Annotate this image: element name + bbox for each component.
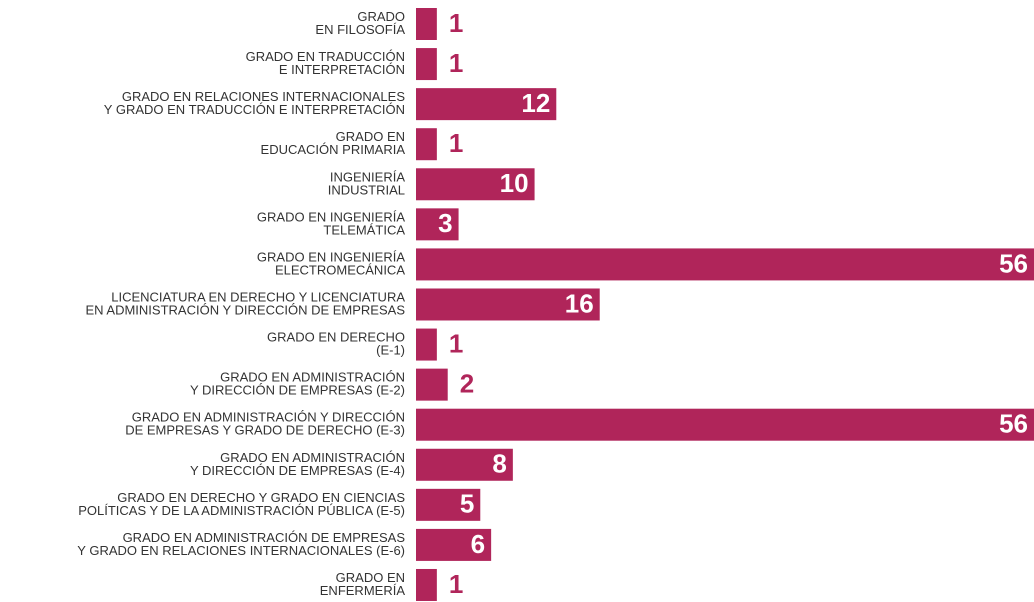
category-label: Y GRADO EN RELACIONES INTERNACIONALES (E… — [77, 543, 405, 558]
bar — [416, 328, 437, 361]
category-label: INDUSTRIAL — [328, 182, 405, 197]
category-label: POLÍTICAS Y DE LA ADMINISTRACIÓN PÚBLICA… — [78, 503, 405, 518]
value-label: 12 — [521, 88, 550, 118]
bar — [416, 408, 1034, 441]
category-label: EN FILOSOFÍA — [315, 22, 405, 37]
category-label: GRADO EN ADMINISTRACIÓN — [220, 370, 405, 385]
category-label: E INTERPRETACIÓN — [279, 62, 405, 77]
value-label: 8 — [492, 449, 506, 479]
bar — [416, 528, 492, 561]
category-label: Y DIRECCIÓN DE EMPRESAS (E-2) — [190, 383, 405, 398]
category-label: GRADO EN DERECHO Y GRADO EN CIENCIAS — [117, 490, 405, 505]
category-label: GRADO EN — [336, 570, 405, 585]
bar — [416, 88, 557, 121]
value-label: 1 — [449, 569, 463, 599]
bar — [416, 568, 437, 601]
category-label: GRADO EN ADMINISTRACIÓN DE EMPRESAS — [123, 530, 406, 545]
value-label: 10 — [500, 168, 529, 198]
bar — [416, 448, 513, 481]
value-label: 6 — [471, 529, 485, 559]
category-label: LICENCIATURA EN DERECHO Y LICENCIATURA — [111, 289, 405, 304]
category-label: GRADO EN RELACIONES INTERNACIONALES — [122, 89, 405, 104]
category-label: GRADO EN — [336, 129, 405, 144]
category-label: GRADO — [357, 9, 405, 24]
category-label: GRADO EN INGENIERÍA — [257, 249, 405, 264]
value-label: 16 — [565, 288, 594, 318]
category-label: GRADO EN TRADUCCIÓN — [246, 49, 405, 64]
category-label: EN ADMINISTRACIÓN Y DIRECCIÓN DE EMPRESA… — [85, 302, 405, 317]
value-label: 1 — [449, 8, 463, 38]
bar — [416, 488, 481, 521]
category-label: DE EMPRESAS Y GRADO DE DERECHO (E-3) — [125, 423, 405, 438]
value-label: 1 — [449, 328, 463, 358]
category-label: (E-1) — [376, 343, 405, 358]
bar — [416, 248, 1034, 281]
bar — [416, 288, 600, 321]
category-label: Y GRADO EN TRADUCCIÓN E INTERPRETACIÓN — [104, 102, 405, 117]
category-label: ENFERMERÍA — [320, 583, 406, 598]
category-label: ELECTROMECÁNICA — [275, 262, 405, 277]
value-label: 5 — [460, 489, 474, 519]
value-label: 56 — [999, 409, 1028, 439]
category-label: GRADO EN ADMINISTRACIÓN Y DIRECCIÓN — [132, 410, 405, 425]
category-label: GRADO EN INGENIERÍA — [257, 209, 405, 224]
value-label: 3 — [438, 208, 452, 238]
bar — [416, 128, 437, 161]
value-label: 1 — [449, 48, 463, 78]
bar — [416, 8, 437, 40]
category-label: GRADO EN ADMINISTRACIÓN — [220, 450, 405, 465]
value-label: 1 — [449, 128, 463, 158]
value-label: 56 — [999, 248, 1028, 278]
bar — [416, 48, 437, 81]
bar — [416, 208, 459, 241]
category-label: Y DIRECCIÓN DE EMPRESAS (E-4) — [190, 463, 405, 478]
category-label: GRADO EN DERECHO — [267, 330, 405, 345]
category-label: INGENIERÍA — [330, 169, 405, 184]
value-label: 2 — [460, 369, 474, 399]
bar — [416, 368, 448, 401]
category-label: EDUCACIÓN PRIMARIA — [261, 142, 406, 157]
bar — [416, 168, 535, 201]
category-label: TELEMÁTICA — [323, 222, 405, 237]
